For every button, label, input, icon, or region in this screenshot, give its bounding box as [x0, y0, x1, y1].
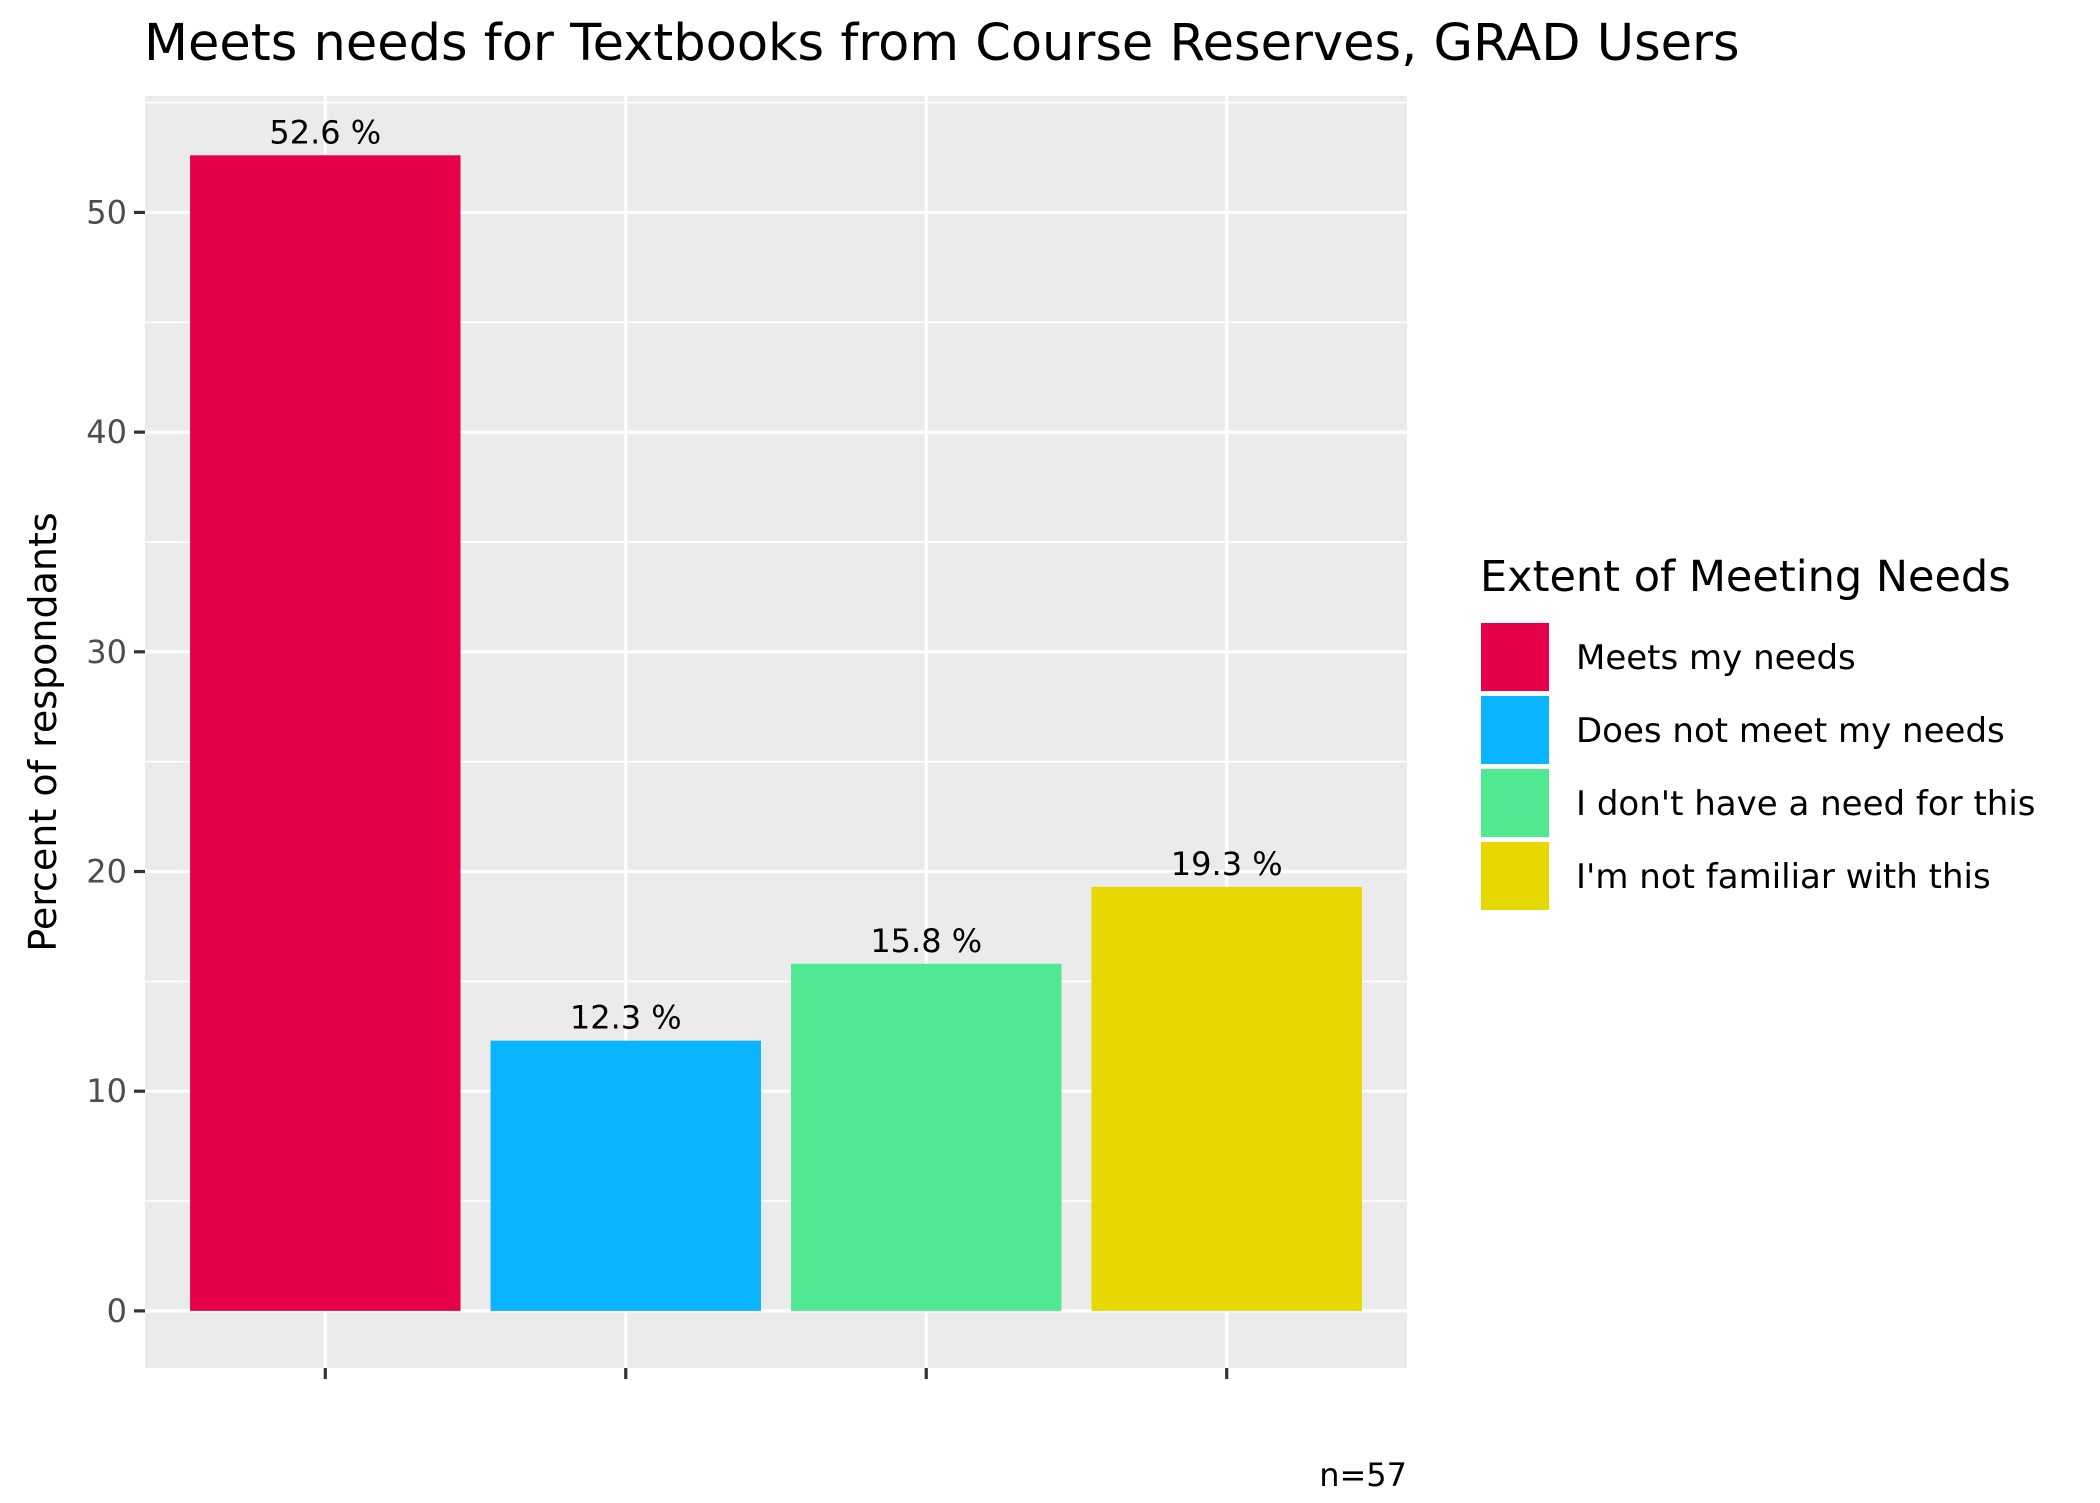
legend-key-2	[1479, 694, 1551, 766]
axes: 0 10 20 30 40 50	[86, 193, 1229, 1379]
sample-size-caption: n=57	[1319, 1456, 1407, 1494]
y-tick-label: 50	[86, 193, 127, 231]
bar-4	[1091, 886, 1362, 1311]
legend-key-4	[1479, 840, 1551, 912]
y-tick-label: 0	[107, 1292, 127, 1330]
legend-label-2: Does not meet my needs	[1576, 711, 2005, 751]
data-labels: 52.6 % 12.3 % 15.8 % 19.3 %	[269, 113, 1282, 1036]
y-axis-label: Percent of respondants	[21, 512, 65, 951]
data-label-1: 52.6 %	[269, 113, 381, 151]
data-label-3: 15.8 %	[870, 922, 982, 960]
legend-key-3	[1479, 767, 1551, 839]
bars	[190, 155, 1362, 1311]
y-tick-label: 20	[86, 853, 127, 891]
legend-key-1	[1479, 621, 1551, 693]
chart-title: Meets needs for Textbooks from Course Re…	[144, 14, 1740, 73]
legend-label-4: I'm not familiar with this	[1576, 857, 1991, 897]
y-tick-label: 40	[86, 413, 127, 451]
y-tick-label: 30	[86, 633, 127, 671]
data-label-4: 19.3 %	[1171, 845, 1283, 883]
legend: Extent of Meeting Needs Meets my needs Do…	[1479, 552, 2036, 912]
bar-1	[190, 155, 461, 1311]
legend-title: Extent of Meeting Needs	[1480, 552, 2011, 602]
data-label-2: 12.3 %	[570, 999, 682, 1037]
legend-label-1: Meets my needs	[1576, 638, 1856, 678]
legend-label-3: I don't have a need for this	[1576, 784, 2036, 824]
bar-3	[791, 963, 1062, 1311]
bar-2	[490, 1040, 761, 1311]
y-tick-label: 10	[86, 1072, 127, 1110]
